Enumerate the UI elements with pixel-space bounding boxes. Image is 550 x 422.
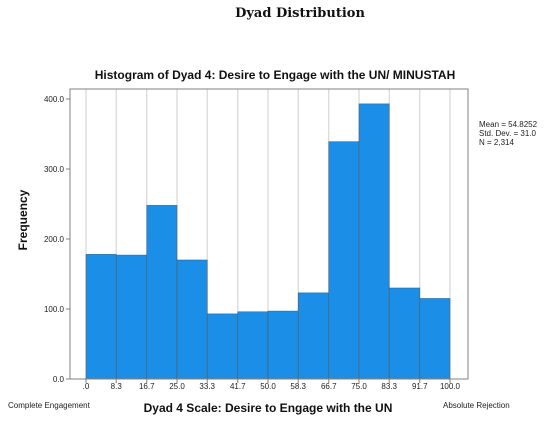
stats-std-dev: Std. Dev. = 31.0 <box>479 129 537 138</box>
histogram-bar <box>419 298 451 380</box>
x-tick-label: 66.7 <box>321 382 337 391</box>
x-tick-label: 75.0 <box>351 382 367 391</box>
x-tick-label: 8.3 <box>111 382 123 391</box>
histogram-bar <box>146 205 178 380</box>
stats-box: Mean = 54.8252 Std. Dev. = 31.0 N = 2,31… <box>479 120 538 147</box>
x-tick-label: 41.7 <box>230 382 246 391</box>
x-tick-label: 58.3 <box>290 382 306 391</box>
histogram-bar <box>388 287 421 380</box>
histogram-bar <box>115 254 148 380</box>
histogram-bar <box>176 259 208 380</box>
x-tick-label: 33.3 <box>199 382 215 391</box>
x-axis-label: Dyad 4 Scale: Desire to Engage with the … <box>144 401 393 415</box>
histogram-bar <box>358 103 390 380</box>
histogram-bar <box>206 313 239 380</box>
x-tick-label: .0 <box>83 382 90 391</box>
chart-title: Histogram of Dyad 4: Desire to Engage wi… <box>95 68 455 82</box>
y-tick-label: 100.0 <box>44 305 65 314</box>
plot-frame <box>69 88 469 380</box>
histogram-bar <box>328 141 360 380</box>
histogram-bar <box>85 254 117 380</box>
y-axis-ticks: 0.0 100.0 200.0 300.0 400.0 <box>44 95 70 384</box>
y-tick-label: 300.0 <box>44 165 65 174</box>
x-tick-label: 50.0 <box>260 382 276 391</box>
x-tick-label: 16.7 <box>139 382 155 391</box>
y-tick-label: 400.0 <box>44 95 65 104</box>
x-tick-label: 25.0 <box>169 382 185 391</box>
y-tick-label: 200.0 <box>44 235 65 244</box>
x-tick-label: 83.3 <box>381 382 397 391</box>
histogram-bar <box>237 311 269 380</box>
bars-layer <box>85 103 451 380</box>
histogram-bar <box>297 292 330 380</box>
right-anchor-label: Absolute Rejection <box>443 401 510 410</box>
y-axis-label: Frequency <box>16 189 30 250</box>
page-title: Dyad Distribution <box>235 6 365 21</box>
stats-n: N = 2,314 <box>479 138 514 147</box>
y-tick-label: 0.0 <box>53 375 65 384</box>
x-tick-label: 100.0 <box>440 382 461 391</box>
x-axis-ticks: .0 8.3 16.7 25.0 33.3 41.7 50.0 58.3 66.7 75.0 83.… <box>83 379 461 391</box>
stats-mean: Mean = 54.8252 <box>479 120 538 129</box>
left-anchor-label: Complete Engagement <box>8 401 91 410</box>
x-tick-label: 91.7 <box>412 382 428 391</box>
histogram-bar <box>267 310 299 380</box>
